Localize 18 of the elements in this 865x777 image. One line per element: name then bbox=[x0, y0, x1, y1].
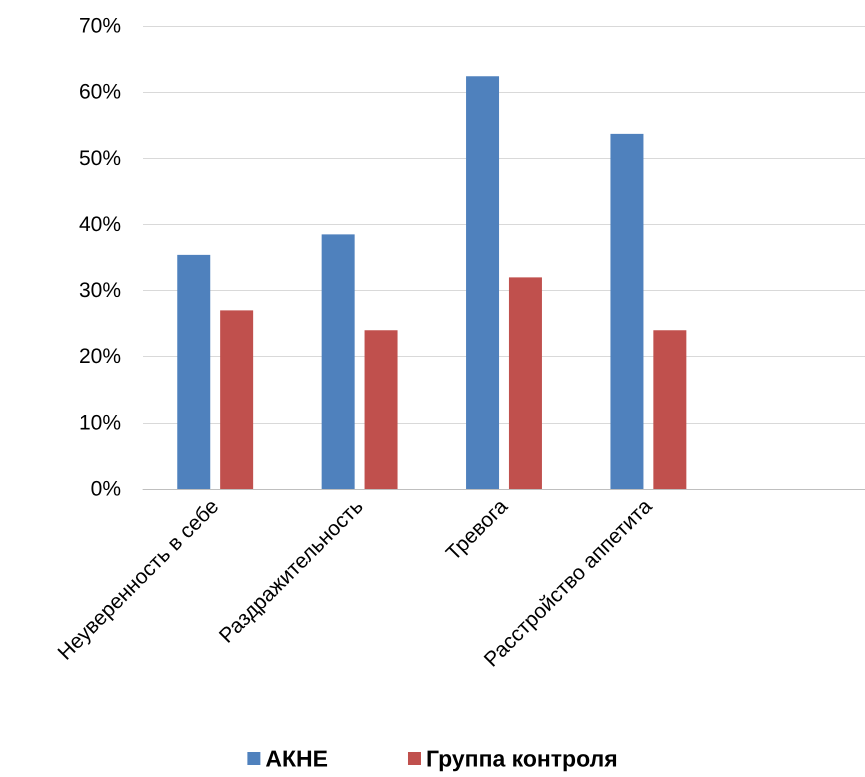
y-tick-label: 0% bbox=[90, 478, 121, 500]
legend-label: Группа контроля bbox=[426, 746, 618, 772]
y-tick-label: 10% bbox=[78, 411, 121, 434]
bar bbox=[610, 134, 644, 489]
y-tick-label: 40% bbox=[78, 212, 121, 236]
y-tick-label: 20% bbox=[78, 345, 121, 368]
y-tick-label: 70% bbox=[78, 14, 121, 38]
bar bbox=[177, 254, 210, 489]
bar bbox=[322, 234, 355, 489]
y-tick-label: 30% bbox=[78, 279, 121, 302]
y-tick-label: 60% bbox=[78, 80, 121, 104]
bar bbox=[466, 76, 500, 489]
bar bbox=[653, 330, 686, 489]
legend-label: АКНЕ bbox=[265, 746, 328, 772]
y-tick-label: 50% bbox=[78, 146, 121, 170]
bar bbox=[364, 330, 398, 489]
bar bbox=[508, 277, 542, 489]
bar bbox=[220, 310, 254, 489]
